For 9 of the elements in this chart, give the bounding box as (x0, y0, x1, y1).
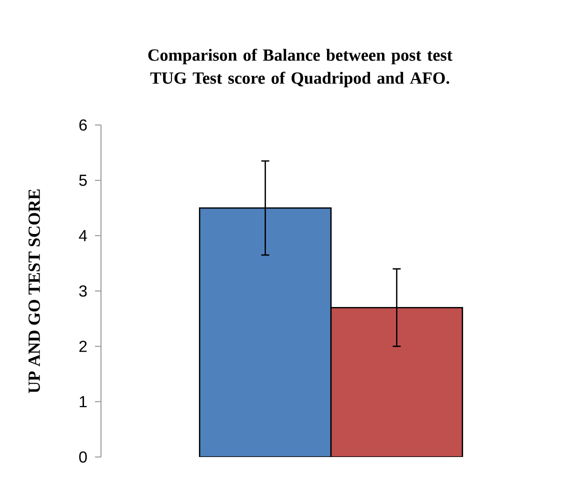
y-tick-label: 0 (79, 451, 87, 463)
y-tick-label: 2 (79, 340, 87, 352)
y-tick-label: 6 (79, 119, 87, 131)
chart-title: Comparison of Balance between post test TUG Test score of Quadripod and AFO. (148, 48, 452, 88)
y-tick-label: 1 (80, 396, 87, 408)
y-axis-title: UP AND GO TEST SCORE (28, 189, 40, 394)
y-tick-label: 5 (79, 174, 87, 186)
y-tick-label: 4 (78, 230, 87, 242)
y-tick-label: 3 (79, 285, 87, 297)
